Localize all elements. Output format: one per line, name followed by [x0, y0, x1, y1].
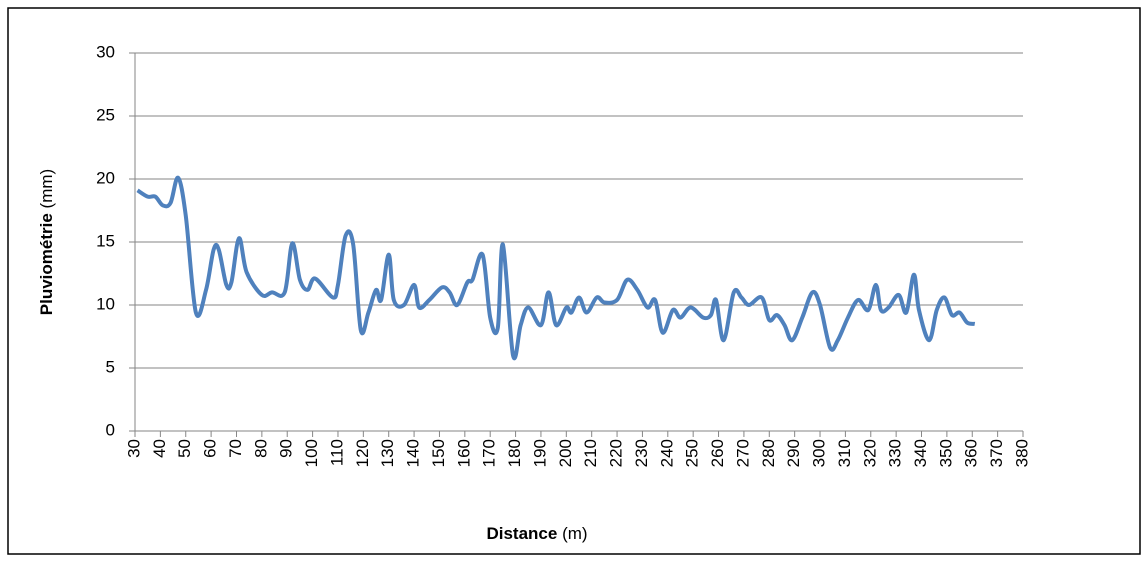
x-tick-label: 80: [251, 439, 270, 458]
x-tick-label: 110: [327, 439, 346, 466]
x-tick-label: 170: [480, 439, 499, 467]
x-label: Distance: [486, 524, 557, 543]
y-tick-label: 0: [106, 420, 115, 439]
x-tick-label: 290: [784, 439, 803, 467]
y-tick-label: 5: [106, 357, 115, 376]
x-tick-label: 60: [201, 439, 220, 458]
x-tick-label: 270: [733, 439, 752, 467]
x-tick-label: 260: [708, 439, 727, 467]
x-label-unit: (m): [562, 524, 587, 543]
x-tick-label: 310: [835, 439, 854, 467]
x-tick-label: 210: [581, 439, 600, 467]
x-tick-label: 230: [632, 439, 651, 467]
x-tick-label: 50: [175, 439, 194, 458]
y-tick-label: 15: [96, 231, 115, 250]
x-tick-label: 90: [277, 439, 296, 458]
x-tick-label: 130: [378, 439, 397, 467]
y-label: Pluviométrie: [37, 213, 56, 315]
x-tick-label: 250: [683, 439, 702, 467]
x-tick-label: 280: [759, 439, 778, 467]
x-tick-label: 220: [607, 439, 626, 467]
x-tick-label: 380: [1012, 439, 1031, 467]
x-tick-label: 30: [124, 439, 143, 458]
data-line: [136, 175, 976, 361]
x-tick-label: 340: [911, 439, 930, 467]
x-tick-label: 330: [886, 439, 905, 467]
y-tick-label: 10: [96, 294, 115, 313]
x-tick-label: 240: [657, 439, 676, 467]
x-tick-label: 300: [810, 439, 829, 467]
x-axis-title: Distance (m): [486, 524, 587, 543]
y-tick-label: 30: [96, 42, 115, 61]
y-axis-title: Pluviométrie (mm): [37, 169, 56, 315]
x-tick-label: 100: [302, 439, 321, 467]
x-tick-label: 160: [454, 439, 473, 467]
x-tick-label: 140: [404, 439, 423, 467]
x-tick-label: 150: [429, 439, 448, 467]
x-tick-label: 370: [987, 439, 1006, 467]
x-tick-label: 320: [860, 439, 879, 467]
x-tick-label: 120: [353, 439, 372, 467]
x-tick-label: 360: [962, 439, 981, 467]
x-tick-label: 190: [530, 439, 549, 467]
x-tick-label: 350: [936, 439, 955, 467]
y-tick-label: 20: [96, 168, 115, 187]
chart-border: [7, 7, 1141, 555]
x-tick-label: 180: [505, 439, 524, 467]
x-tick-label: 70: [226, 439, 245, 458]
y-label-unit: (mm): [37, 169, 56, 209]
x-tick-label: 200: [556, 439, 575, 467]
y-tick-label: 25: [96, 105, 115, 124]
x-tick-label: 40: [150, 439, 169, 458]
